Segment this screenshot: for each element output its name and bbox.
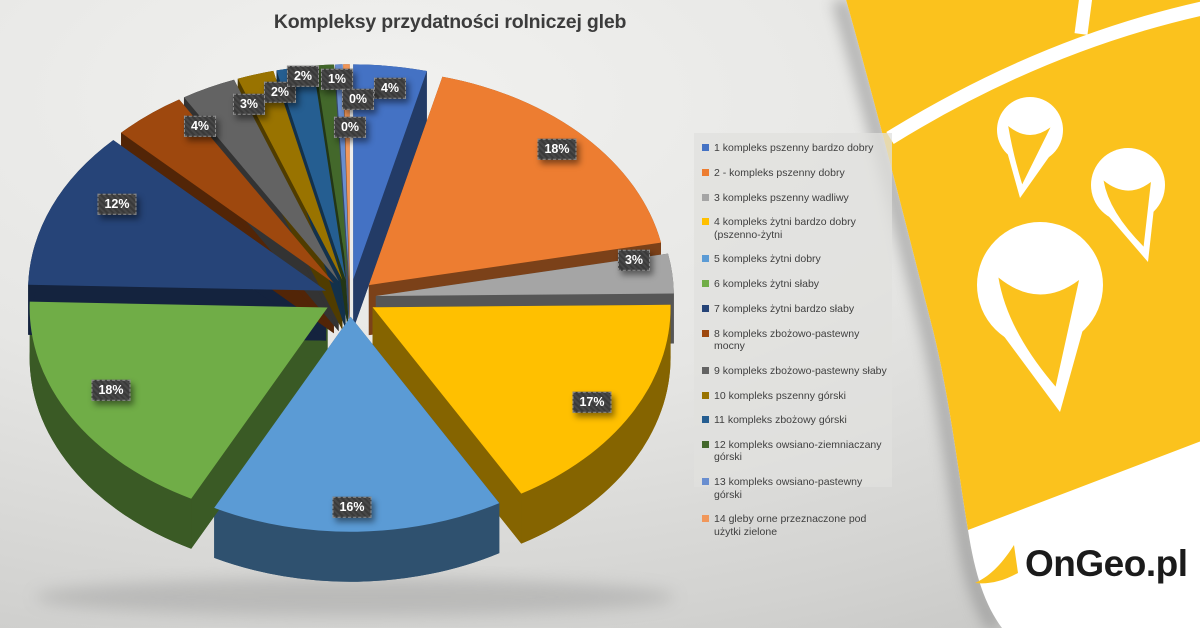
pie-percent-label-5: 16%	[332, 496, 372, 518]
legend-label: 8 kompleks zbożowo-pastewny mocny	[714, 327, 860, 353]
chart-title: Kompleksy przydatności rolniczej gleb	[273, 11, 627, 33]
pie-percent-label-9: 3%	[232, 93, 266, 115]
legend-label: 3 kompleks pszenny wadliwy	[714, 191, 849, 204]
legend-swatch-icon	[702, 329, 709, 337]
pie-slice-4	[372, 304, 671, 494]
pie-slice-6	[29, 301, 328, 499]
legend-label: 11 kompleks zbożowy górski	[714, 414, 847, 427]
pie-percent-label-7: 12%	[97, 193, 137, 215]
legend-label: 5 kompleks żytni dobry	[714, 253, 821, 266]
pie-tops	[28, 64, 674, 532]
legend-label: 12 kompleks owsiano-ziemniaczany górski	[714, 439, 882, 464]
pie-percent-label-2: 18%	[537, 138, 577, 160]
pie-slice-1	[353, 64, 427, 280]
legend-label: 13 kompleks owsiano-pastewny górski	[714, 476, 863, 501]
legend-item-2: 2 - kompleks pszenny dobry	[702, 167, 888, 179]
pie-slice-11	[276, 65, 346, 280]
legend-swatch-icon	[702, 144, 709, 151]
legend-swatch-icon	[702, 478, 709, 486]
pie-chart	[28, 64, 675, 616]
pie-slice-10	[237, 70, 343, 281]
parcel-line-divider	[1074, 0, 1093, 35]
pie-slice-6-side	[191, 307, 328, 549]
legend-label: 14 gleby orne przeznaczone pod użytki zi…	[714, 513, 867, 538]
legend-label: 7 kompleks żytni bardzo słaby	[714, 302, 855, 315]
parcel-line-road	[886, 1, 1200, 144]
legend-item-5: 5 kompleks żytni dobry	[702, 253, 888, 265]
legend-swatch-icon	[702, 391, 709, 399]
pie-percent-label-13: 0%	[341, 88, 375, 110]
legend-item-9: 9 kompleks zbożowo-pastewny słaby	[702, 365, 888, 377]
pie-percent-label-14: 0%	[333, 116, 367, 138]
legend-swatch-icon	[702, 218, 709, 226]
legend-swatch-icon	[702, 366, 709, 374]
pie-slice-3	[375, 253, 674, 297]
map-pin-icon	[977, 222, 1103, 412]
legend-item-1: 1 kompleks pszenny bardzo dobry	[702, 142, 888, 154]
legend-item-10: 10 kompleks pszenny górski	[702, 390, 888, 402]
ongeo-logo: OnGeo.pl	[974, 543, 1188, 585]
pie-percent-label-3: 3%	[617, 249, 651, 271]
legend-label: 9 kompleks zbożowo-pastewny słaby	[714, 364, 887, 377]
map-pins	[977, 97, 1165, 412]
legend-swatch-icon	[702, 441, 709, 449]
legend-item-7: 7 kompleks żytni bardzo słaby	[702, 303, 888, 315]
pie-percent-label-12: 1%	[320, 68, 354, 90]
pie-percent-label-11: 2%	[286, 65, 320, 87]
pie-slice-5-wall	[214, 503, 500, 582]
legend-item-14: 14 gleby orne przeznaczone pod użytki zi…	[702, 513, 888, 538]
map-pin-icon	[1091, 148, 1165, 262]
legend-item-8: 8 kompleks zbożowo-pastewny mocny	[702, 328, 888, 353]
pie-percent-label-10: 2%	[263, 81, 297, 103]
legend-item-3: 3 kompleks pszenny wadliwy	[702, 192, 888, 204]
legend-label: 2 - kompleks pszenny dobry	[714, 166, 845, 179]
pie-ground-shadow	[35, 578, 675, 616]
legend-label: 1 kompleks pszenny bardzo dobry	[714, 142, 874, 154]
legend-label: 10 kompleks pszenny górski	[714, 389, 846, 402]
pie-slice-4-wall	[521, 304, 671, 544]
pie-percent-label-8: 4%	[183, 115, 217, 137]
logo-text: OnGeo.pl	[1025, 543, 1188, 584]
legend-swatch-icon	[702, 255, 709, 263]
legend-label: 4 kompleks żytni bardzo dobry (pszenno-ż…	[714, 216, 856, 241]
legend-item-13: 13 kompleks owsiano-pastewny górski	[702, 476, 888, 501]
legend-swatch-icon	[702, 304, 709, 312]
legend-item-11: 11 kompleks zbożowy górski	[702, 414, 888, 426]
legend-swatch-icon	[702, 416, 709, 424]
chart-legend: 1 kompleks pszenny bardzo dobry 2 - kompl…	[694, 133, 892, 538]
legend-swatch-icon	[702, 515, 709, 523]
logo-arrow-icon	[975, 545, 1018, 584]
pie-slice-5	[214, 316, 500, 532]
pie-percent-label-6: 18%	[91, 379, 131, 401]
pie-percent-label-4: 17%	[572, 391, 612, 413]
pie-slice-1-side	[353, 71, 427, 330]
pie-slice-8	[121, 99, 334, 284]
legend-item-4: 4 kompleks żytni bardzo dobry (pszenno-ż…	[702, 216, 888, 241]
pie-slice-6-wall	[29, 301, 192, 549]
pie-slice-2	[368, 76, 661, 286]
pie-slice-9	[183, 79, 339, 282]
legend-label: 6 kompleks żytni słaby	[714, 278, 820, 291]
pie-slice-7	[28, 140, 327, 291]
legend-swatch-icon	[702, 168, 709, 176]
legend-swatch-icon	[702, 280, 709, 288]
brand-graphic	[832, 0, 1200, 628]
pie-percent-label-1: 4%	[373, 77, 407, 99]
legend-item-12: 12 kompleks owsiano-ziemniaczany górski	[702, 439, 888, 464]
legend-item-6: 6 kompleks żytni słaby	[702, 278, 888, 290]
legend-swatch-icon	[702, 193, 709, 201]
pie-slice-12	[315, 64, 348, 280]
map-pin-icon	[997, 97, 1063, 198]
